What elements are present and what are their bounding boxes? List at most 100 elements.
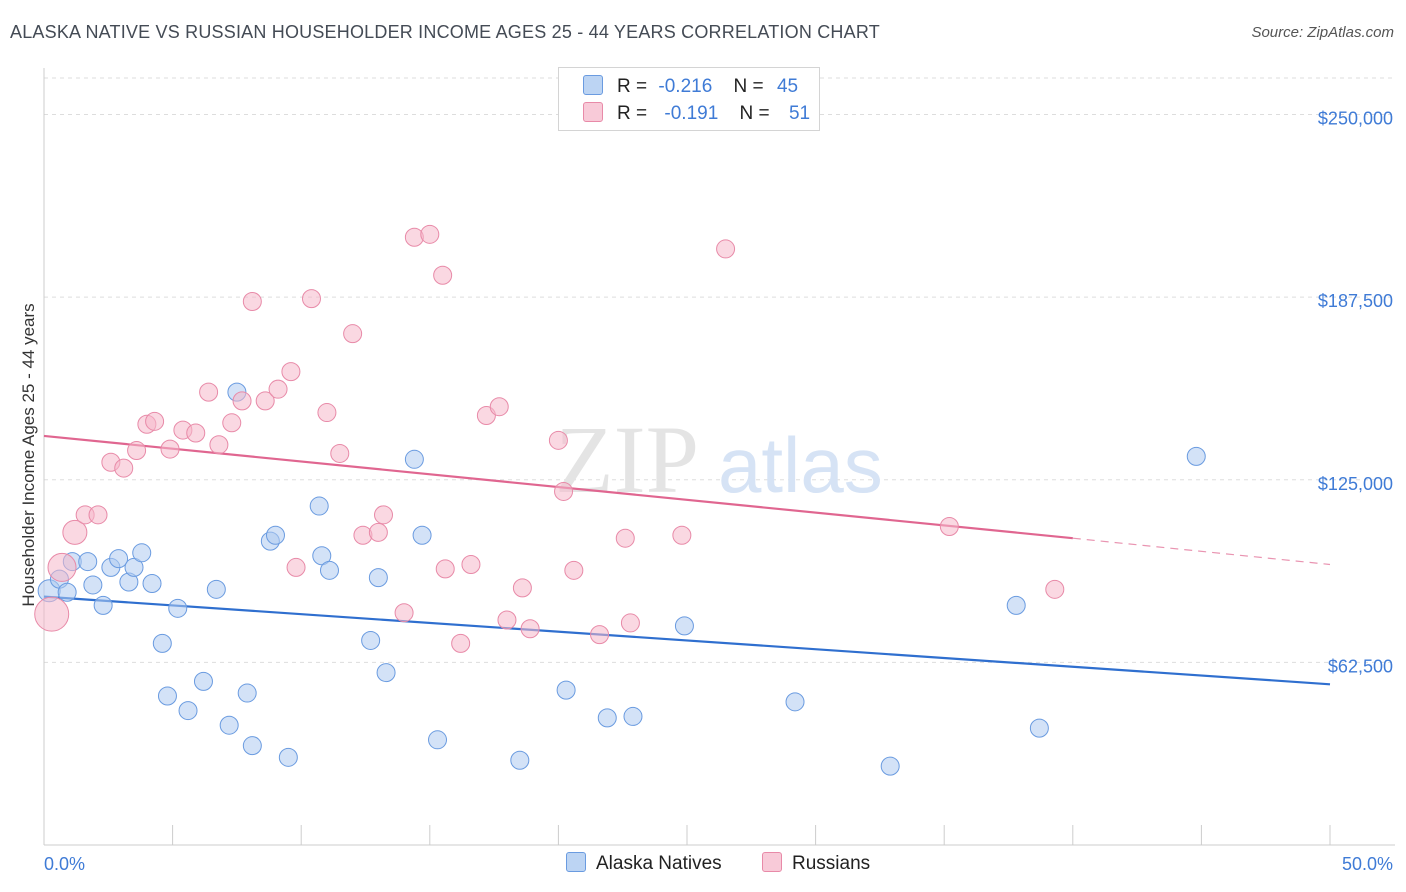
russian-point — [145, 411, 165, 431]
russian-point — [620, 613, 640, 633]
russian-point — [330, 443, 350, 463]
gridlines — [44, 77, 1395, 663]
russian-point — [255, 391, 275, 411]
alaska-point — [319, 560, 339, 580]
alaska-point — [152, 633, 172, 653]
alaska-point — [178, 701, 198, 721]
watermark-zip: ZIP — [555, 406, 699, 513]
alaska-point — [556, 680, 576, 700]
alaska-point — [623, 706, 643, 726]
russian-point — [590, 625, 610, 645]
russian-point — [343, 324, 363, 344]
russian-point — [301, 289, 321, 309]
russian-point — [939, 517, 959, 537]
legend-swatch-russian — [762, 852, 782, 872]
alaska-point — [1186, 446, 1206, 466]
russian-point — [186, 423, 206, 443]
chart-title: ALASKA NATIVE VS RUSSIAN HOUSEHOLDER INC… — [10, 22, 880, 42]
russian-point — [435, 559, 455, 579]
alaska-point — [361, 630, 381, 650]
alaska-point — [597, 708, 617, 728]
watermark-atlas: atlas — [718, 421, 883, 509]
legend-swatch-russian — [583, 102, 603, 122]
alaska-point — [880, 756, 900, 776]
legend-item-alaska: Alaska Natives — [566, 852, 722, 875]
n-value: 45 — [776, 76, 799, 97]
legend-row-alaska: R = -0.216 N = 45 — [583, 75, 798, 98]
russian-point — [127, 441, 147, 461]
russian-point — [615, 528, 635, 548]
alaska-point — [142, 573, 162, 593]
russian-point — [160, 439, 180, 459]
alaska-point — [93, 595, 113, 615]
alaska-point — [510, 750, 530, 770]
y-axis-label: Householder Income Ages 25 - 44 years — [19, 303, 38, 606]
alaska-point — [124, 557, 144, 577]
russian-point — [268, 379, 288, 399]
r-label: R = — [617, 76, 648, 97]
russian-point — [548, 430, 568, 450]
russian-point — [317, 403, 337, 423]
russian-point — [232, 391, 252, 411]
russian-point — [404, 227, 424, 247]
russian-point — [433, 265, 453, 285]
data-points — [34, 224, 1206, 776]
alaska-point — [309, 496, 329, 516]
r-value: -0.191 — [664, 103, 719, 124]
alaska-point — [404, 449, 424, 469]
legend-item-russian: Russians — [762, 852, 870, 875]
legend-swatch-alaska — [566, 852, 586, 872]
russian-trend-extension — [1072, 537, 1331, 566]
n-label: N = — [739, 103, 770, 124]
alaska-point — [193, 671, 213, 691]
russian-point — [242, 292, 262, 312]
alaska-point — [1006, 595, 1026, 615]
tick-labels: $62,500 $125,000 $187,500 $250,000 0.0% 50.0% — [44, 109, 1393, 874]
x-tick-label-end: 50.0% — [1342, 854, 1393, 874]
alaska-point — [1029, 718, 1049, 738]
russian-point — [353, 525, 373, 545]
russian-point — [497, 610, 517, 630]
alaska-point — [83, 575, 103, 595]
x-tick-label-start: 0.0% — [44, 854, 85, 874]
alaska-point — [265, 525, 285, 545]
russian-point — [512, 578, 532, 598]
alaska-trend-line — [43, 595, 1331, 686]
russian-point — [114, 458, 134, 478]
russian-point — [62, 519, 88, 545]
russian-point — [199, 382, 219, 402]
alaska-point — [674, 616, 694, 636]
alaska-point — [368, 568, 388, 588]
alaska-point — [237, 683, 257, 703]
source-label: Source: ZipAtlas.com — [1251, 24, 1394, 41]
alaska-point — [412, 525, 432, 545]
alaska-point — [312, 546, 332, 566]
n-label: N = — [733, 76, 764, 97]
legend-label-russian: Russians — [792, 853, 871, 874]
alaska-point — [219, 715, 239, 735]
russian-point — [222, 413, 242, 433]
russian-point — [368, 522, 388, 542]
r-value: -0.216 — [658, 76, 713, 97]
russian-point — [420, 224, 440, 244]
axes — [43, 68, 1395, 846]
russian-point — [716, 239, 736, 259]
alaska-point — [168, 598, 188, 618]
alaska-point — [57, 582, 77, 602]
russian-point — [281, 362, 301, 382]
y-tick-label: $250,000 — [1318, 109, 1393, 129]
alaska-point — [206, 579, 226, 599]
russian-point — [34, 596, 70, 632]
alaska-point — [242, 736, 262, 756]
russian-point — [209, 435, 229, 455]
alaska-point — [278, 747, 298, 767]
russian-point — [47, 552, 77, 582]
russian-point — [88, 505, 108, 525]
russian-point — [286, 557, 306, 577]
alaska-point — [157, 686, 177, 706]
legend-swatch-alaska — [583, 75, 603, 95]
n-value: 51 — [788, 103, 811, 124]
legend-label-alaska: Alaska Natives — [596, 853, 722, 874]
russian-point — [394, 603, 414, 623]
